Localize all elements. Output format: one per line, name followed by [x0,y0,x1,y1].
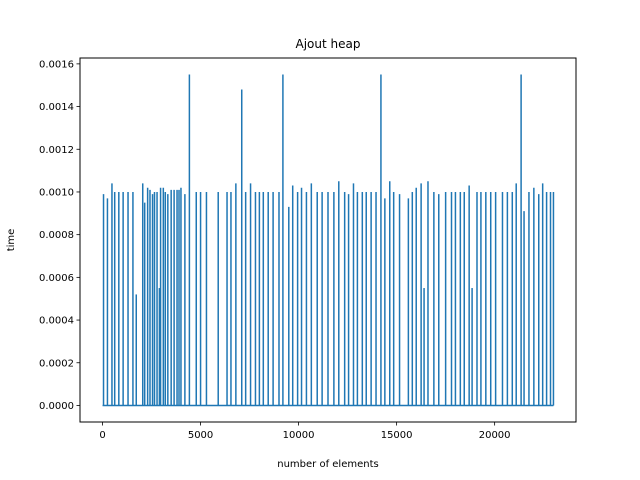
y-tick-label: 0.0014 [39,102,74,113]
x-tick-label: 5000 [188,430,213,441]
y-tick-label: 0.0016 [39,59,74,70]
x-tick-label: 0 [99,430,105,441]
y-tick-label: 0.0006 [39,273,74,284]
y-tick-label: 0.0010 [39,187,74,198]
plot-area [102,74,555,407]
y-tick-label: 0.0004 [39,316,74,327]
x-axis: 0 5000 10000 15000 20000 [99,422,511,441]
axes-frame [79,57,577,423]
x-tick-label: 20000 [479,430,511,441]
y-axis: 0.0000 0.0002 0.0004 0.0006 0.0008 0.0010 0.00… [39,59,80,412]
x-axis-label: number of elements [277,459,378,470]
y-tick-label: 0.0008 [39,230,74,241]
y-axis-label: time [6,229,17,252]
y-tick-label: 0.0012 [39,145,74,156]
x-tick-label: 15000 [381,430,413,441]
chart-title: Ajout heap [296,37,361,51]
y-tick-label: 0.0002 [39,358,74,369]
y-tick-label: 0.0000 [39,401,74,412]
x-tick-label: 10000 [283,430,315,441]
